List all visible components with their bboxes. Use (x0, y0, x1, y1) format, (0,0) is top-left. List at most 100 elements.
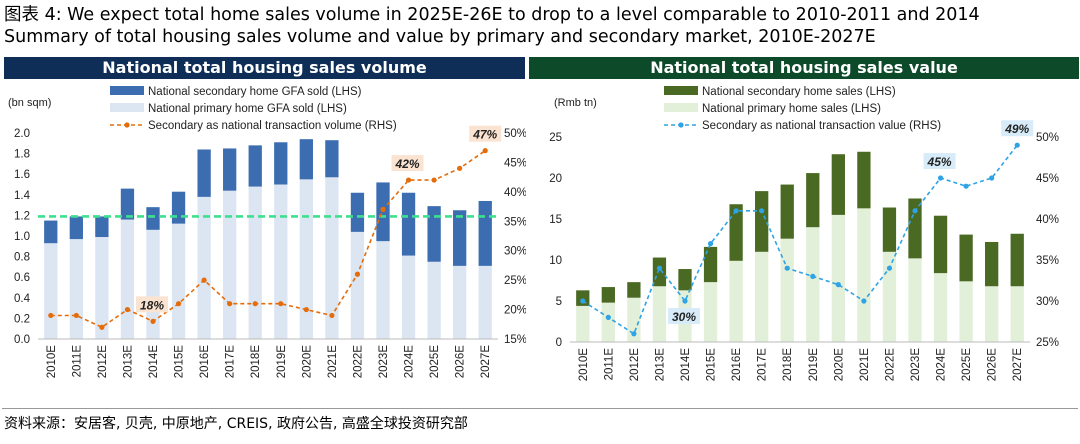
share-line-marker (631, 331, 637, 337)
chart-subtitle: Summary of total housing sales volume an… (4, 27, 876, 47)
left-axis-unit-label: (Rmb tn) (554, 97, 597, 109)
bar-primary (274, 184, 288, 339)
x-axis-category-label: 2021E (859, 348, 871, 382)
x-axis-category-label: 2014E (680, 348, 692, 382)
bar-secondary (120, 188, 135, 220)
legend-marker (678, 122, 684, 128)
x-axis-category-label: 2015E (174, 345, 186, 379)
bar-secondary (427, 206, 441, 262)
bar-secondary (453, 210, 467, 266)
legend-label: National primary home sales (LHS) (702, 103, 881, 115)
right-axis-tick-label: 50% (1036, 132, 1059, 144)
bar-secondary (908, 198, 922, 259)
share-line-marker (937, 175, 944, 181)
volume-chart: (bn sqm) National secondary home GFA sold… (8, 86, 526, 379)
highlight-label: 42% (395, 157, 420, 171)
x-axis-category-label: 2022E (352, 345, 364, 379)
value-chart: (Rmb tn) National secondary home sales (L… (549, 86, 1059, 382)
share-line-marker (784, 265, 790, 271)
x-axis-category-label: 2012E (629, 348, 641, 382)
x-axis-category-label: 2026E (455, 345, 467, 379)
bar-primary (729, 260, 743, 342)
x-axis-category-label: 2012E (97, 345, 109, 379)
highlight-label: 18% (140, 298, 164, 312)
bar-primary (95, 237, 109, 339)
bar-primary (197, 196, 211, 339)
x-axis-category-label: 2017E (757, 348, 769, 382)
share-line-marker (989, 175, 995, 181)
x-axis-category-label: 2017E (225, 345, 237, 379)
bar-secondary (223, 148, 237, 191)
bar-secondary (857, 151, 871, 209)
right-axis-tick-label: 45% (1036, 173, 1059, 185)
highlight-label-box (391, 155, 424, 172)
share-line-marker (150, 318, 156, 324)
share-line-marker (354, 271, 361, 277)
bar-secondary (985, 241, 999, 287)
share-line-marker (303, 306, 309, 313)
legend-swatch (110, 86, 144, 95)
legend-marker (124, 122, 130, 128)
share-line-marker (201, 277, 207, 283)
share-line-marker (580, 298, 586, 304)
legend-label: National primary home GFA sold (LHS) (148, 103, 347, 115)
bar-secondary (652, 257, 667, 287)
legend-label: Secondary as national transaction value … (702, 120, 941, 132)
bar-secondary (780, 184, 794, 239)
x-axis-category-label: 2019E (808, 348, 820, 382)
bar-primary (299, 179, 313, 339)
bar-secondary (197, 149, 211, 197)
bar-secondary (299, 139, 313, 180)
highlight-label-box (136, 296, 168, 313)
left-axis-tick-label: 20 (549, 173, 562, 185)
right-axis-tick-label: 15% (504, 334, 526, 346)
x-axis-category-label: 2016E (199, 345, 211, 379)
bar-secondary (350, 192, 365, 232)
share-line-marker (227, 301, 233, 307)
bar-primary (831, 214, 845, 342)
right-axis-tick-label: 40% (1036, 214, 1059, 226)
x-axis-category-label: 2013E (122, 345, 134, 379)
share-line-marker (124, 306, 131, 313)
bar-secondary (627, 282, 641, 298)
share-line-marker (48, 312, 54, 319)
left-axis-tick-label: 25 (549, 132, 562, 144)
share-line-marker (912, 208, 918, 214)
right-axis-tick-label: 30% (504, 246, 526, 258)
bar-secondary (831, 154, 845, 215)
left-axis-tick-label: 0.4 (14, 293, 31, 305)
x-axis-category-label: 2022E (884, 348, 896, 382)
bar-primary (601, 302, 615, 342)
right-panel-header: National total housing sales value (529, 57, 1079, 79)
x-axis-category-label: 2023E (910, 348, 922, 382)
left-axis-tick-label: 0.0 (14, 334, 30, 346)
left-axis-tick-label: 15 (549, 214, 562, 226)
bar-secondary (146, 207, 160, 230)
bar-primary (171, 223, 186, 339)
highlight-label-box (668, 308, 700, 324)
x-axis-category-label: 2023E (378, 345, 390, 379)
left-axis-tick-label: 10 (549, 255, 562, 267)
bar-secondary (576, 290, 590, 306)
right-axis-tick-label: 25% (1036, 337, 1059, 349)
chart-title-line-1: 图表 4: We expect total home sales volume … (4, 5, 980, 25)
left-axis-tick-label: 0 (556, 337, 562, 349)
bar-primary (223, 190, 237, 339)
bar-primary (703, 282, 718, 342)
x-axis-category-label: 2026E (987, 348, 999, 382)
x-axis-category-label: 2027E (480, 345, 492, 379)
share-line-marker (252, 301, 258, 307)
bar-primary (478, 265, 492, 339)
highlight-label-box (1001, 120, 1034, 137)
share-line-marker (329, 312, 335, 319)
bar-secondary (69, 216, 83, 240)
x-axis-category-label: 2013E (654, 348, 666, 382)
share-line-marker (835, 282, 841, 288)
left-axis-tick-label: 1.8 (14, 149, 30, 161)
right-axis-tick-label: 25% (504, 275, 526, 287)
bar-secondary (678, 269, 692, 291)
highlight-label: 47% (472, 128, 497, 142)
bar-secondary (882, 207, 897, 252)
bar-primary (985, 286, 999, 342)
bar-primary (427, 261, 441, 339)
